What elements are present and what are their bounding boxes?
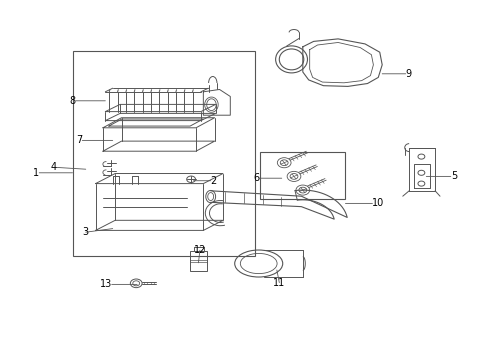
Text: 9: 9	[406, 69, 412, 79]
Text: 4: 4	[50, 162, 56, 172]
Text: 2: 2	[211, 176, 217, 186]
Text: 10: 10	[372, 198, 385, 208]
Bar	[190, 251, 207, 271]
Text: 7: 7	[76, 135, 82, 145]
Text: 12: 12	[194, 245, 206, 255]
Text: 1: 1	[33, 168, 39, 178]
Text: 3: 3	[83, 227, 89, 237]
Text: 13: 13	[99, 279, 112, 289]
Text: 8: 8	[70, 96, 76, 106]
Text: 6: 6	[254, 173, 260, 183]
Bar	[260, 152, 345, 199]
Text: 5: 5	[451, 171, 457, 181]
Bar	[73, 51, 255, 256]
Text: 11: 11	[273, 278, 285, 288]
